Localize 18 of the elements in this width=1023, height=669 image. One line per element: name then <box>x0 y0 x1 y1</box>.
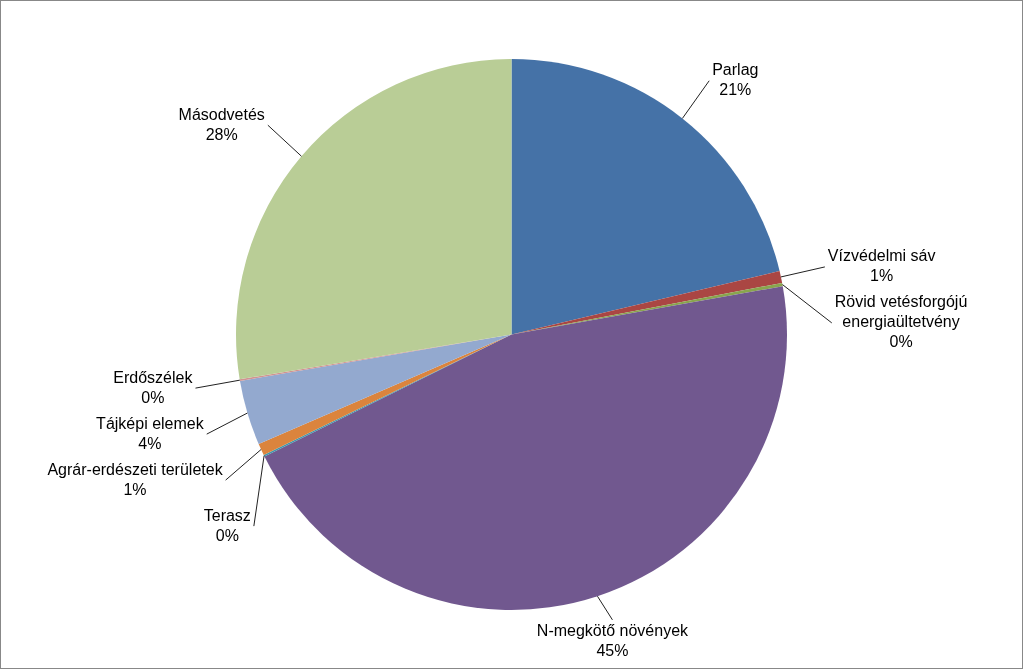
data-label: 28% <box>205 125 238 143</box>
slice-label: Terasz <box>203 506 251 524</box>
slice-label: Másodvetés <box>178 105 265 123</box>
slice-label: Rövid vetésforgójú energiaültetvény <box>834 293 968 331</box>
slice-label: Tájképi elemek <box>96 414 205 432</box>
slice-label: Vízvédelmi sáv <box>827 247 936 265</box>
data-label: 21% <box>719 81 752 99</box>
slice-label: Erdőszélek <box>113 368 194 386</box>
slice-label: Parlag <box>712 61 759 79</box>
data-label: 0% <box>215 526 239 544</box>
data-label: 0% <box>141 388 165 406</box>
data-label: 1% <box>870 267 894 285</box>
data-label: 0% <box>889 333 913 351</box>
slice-label: Agrár-erdészeti területek <box>47 460 224 478</box>
data-label: 1% <box>123 480 147 498</box>
data-label: 4% <box>138 434 162 452</box>
slice-label: N-megkötő növények <box>536 622 690 640</box>
data-label: 45% <box>596 642 629 660</box>
